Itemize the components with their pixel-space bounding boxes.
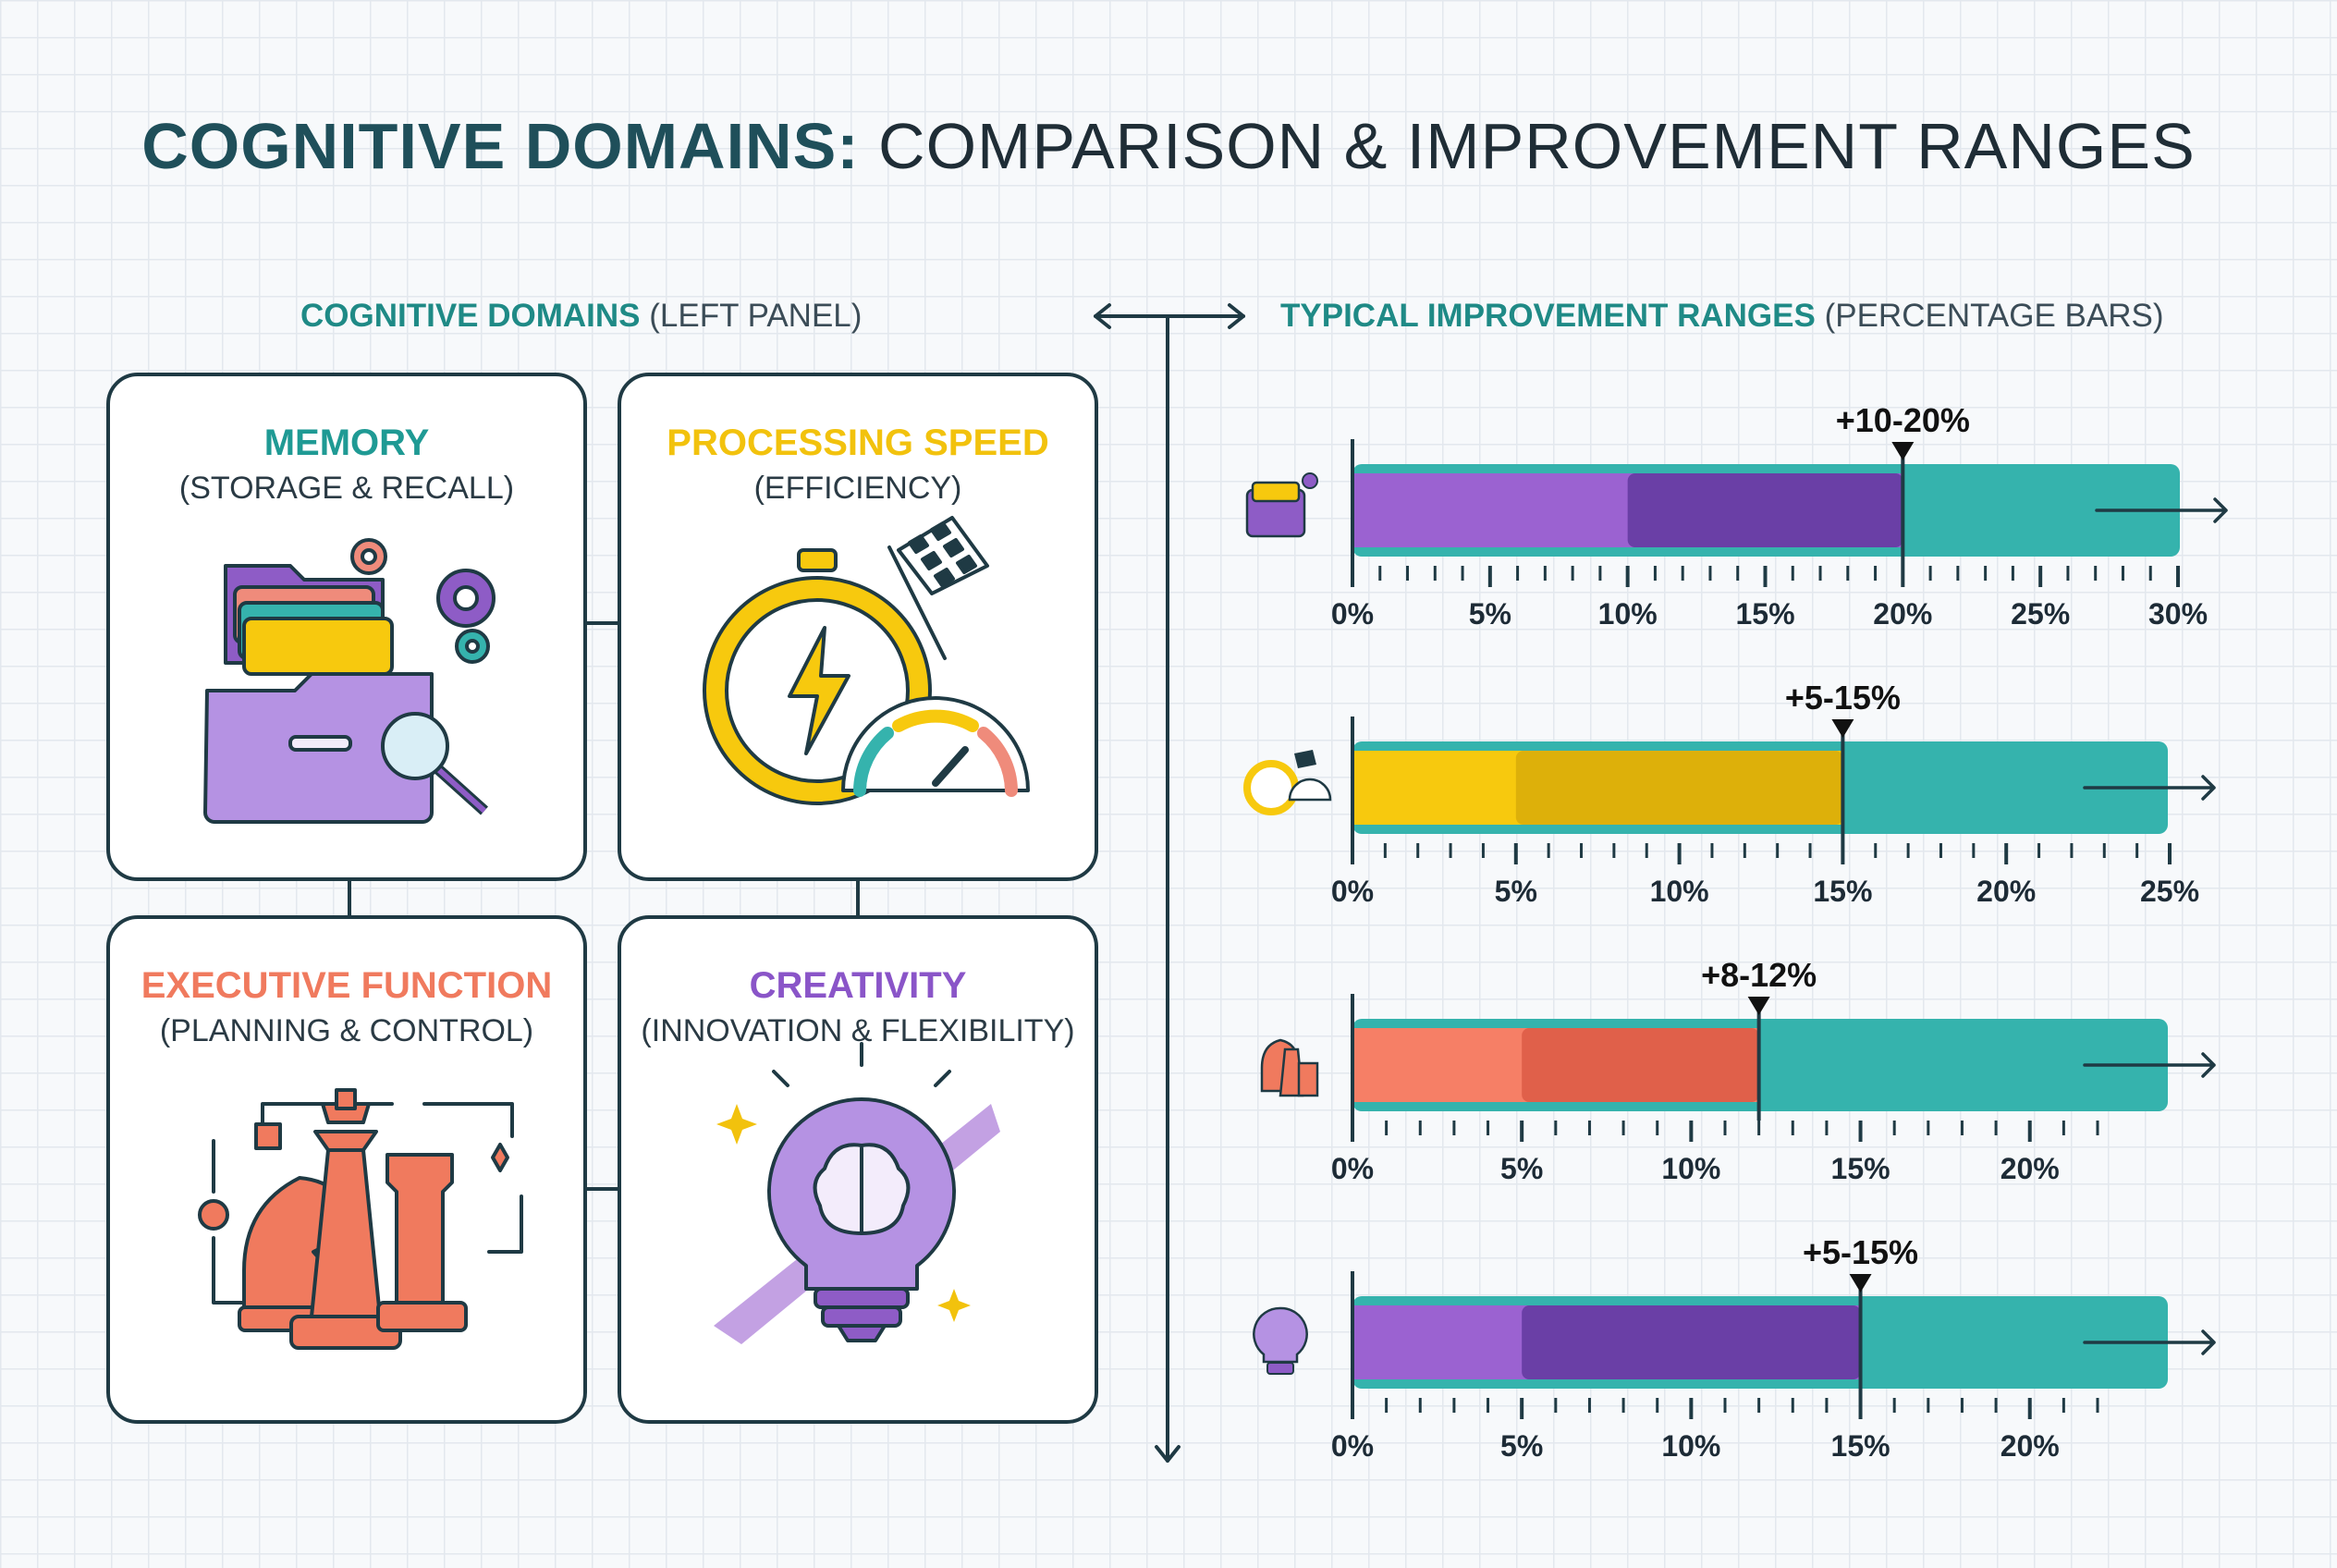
bar-range-segment [1515,751,1843,825]
speed-mini-icon [1243,750,1332,815]
continue-arrow [2083,775,2216,801]
tick-label: 20% [1873,597,1932,631]
range-label: +5-15% [1785,679,1901,717]
tick-label: 20% [2001,1429,2060,1463]
bar-range-segment [1627,473,1903,547]
tick-label: 20% [2001,1152,2060,1185]
card-executive-function: EXECUTIVE FUNCTION (PLANNING & CONTROL) [106,915,587,1424]
range-label: +10-20% [1836,401,1970,439]
right-panel-header: TYPICAL IMPROVEMENT RANGES (PERCENTAGE B… [1280,298,2164,334]
tick-label: 15% [1831,1429,1890,1463]
chess-pieces-icon [198,1088,523,1350]
tick-label: 30% [2148,597,2208,631]
tick-label: 5% [1500,1152,1543,1185]
range-marker-triangle [1849,1274,1872,1292]
bar-row-3: +8-12% 0% 5% 10% 15% 20% [1260,956,2216,1185]
tick-label: 15% [1813,875,1872,908]
card-creativity: CREATIVITY (INNOVATION & FLEXIBILITY) [618,915,1098,1424]
tick-label: 0% [1331,875,1374,908]
tick-label: 25% [2140,875,2199,908]
creativity-subtitle: (INNOVATION & FLEXIBILITY) [641,1013,1075,1048]
continue-arrow [2083,1329,2216,1355]
range-marker-triangle [1891,442,1915,460]
card-memory: MEMORY (STORAGE & RECALL) [106,373,587,881]
tick-label: 10% [1661,1152,1720,1185]
mini-flag [1294,750,1316,768]
tick-label: 5% [1469,597,1511,631]
memory-subtitle: (STORAGE & RECALL) [178,471,515,506]
memory-mini-icon [1245,472,1318,538]
range-label: +5-15% [1803,1233,1918,1271]
mini-rook [1297,1061,1319,1097]
tick-label: 10% [1650,875,1709,908]
stopwatch-flag-speedometer-icon [703,516,1030,805]
executive-function-title: EXECUTIVE FUNCTION [141,965,553,1006]
tick-label: 10% [1598,597,1658,631]
mini-gear [1302,472,1318,489]
mini-speedometer [1288,778,1332,802]
chess-mini-icon [1260,1038,1319,1097]
mini-stopwatch [1243,760,1299,815]
tick-label: 15% [1831,1152,1890,1185]
tick-label: 5% [1500,1429,1543,1463]
mini-king [1279,1047,1304,1097]
tick-label: 20% [1976,875,2036,908]
page-title: COGNITIVE DOMAINS: COMPARISON & IMPROVEM… [141,110,2196,182]
tick-label: 10% [1661,1429,1720,1463]
bulb-mini-icon [1253,1306,1308,1375]
memory-title: MEMORY [263,423,430,463]
tick-label: 25% [2011,597,2070,631]
card-processing-speed: PROCESSING SPEED (EFFICIENCY) [618,373,1098,881]
bar-range-segment [1522,1305,1861,1379]
tick-label: 15% [1735,597,1794,631]
executive-function-subtitle: (PLANNING & CONTROL) [159,1013,534,1048]
mini-bulb [1253,1306,1308,1364]
folder-gears-magnifier-icon [203,538,496,824]
range-marker-triangle [1831,719,1854,738]
bar-row-1: +10-20% 0% 5% 10% 15% 20% 25% 30% [1245,401,2228,631]
processing-speed-subtitle: (EFFICIENCY) [753,471,962,506]
range-marker-triangle [1747,997,1770,1015]
lightbulb-brain-icon [714,1042,1000,1344]
mini-bulb-base [1266,1362,1294,1375]
processing-speed-title: PROCESSING SPEED [667,423,1049,463]
tick-label: 5% [1495,875,1537,908]
bar-row-4: +5-15% 0% 5% 10% 15% 20% [1253,1233,2216,1463]
tick-label: 0% [1331,1429,1374,1463]
tick-label: 0% [1331,1152,1374,1185]
range-label: +8-12% [1701,956,1817,994]
left-panel-header: COGNITIVE DOMAINS (LEFT PANEL) [300,298,863,334]
mini-folder-tab [1251,481,1301,503]
creativity-title: CREATIVITY [749,965,967,1006]
tick-label: 0% [1331,597,1374,631]
bar-range-segment [1522,1028,1759,1102]
bar-row-2: +5-15% 0% 5% 10% 15% 20% 25% [1243,679,2216,908]
continue-arrow [2083,1052,2216,1078]
continue-arrow [2095,497,2228,523]
